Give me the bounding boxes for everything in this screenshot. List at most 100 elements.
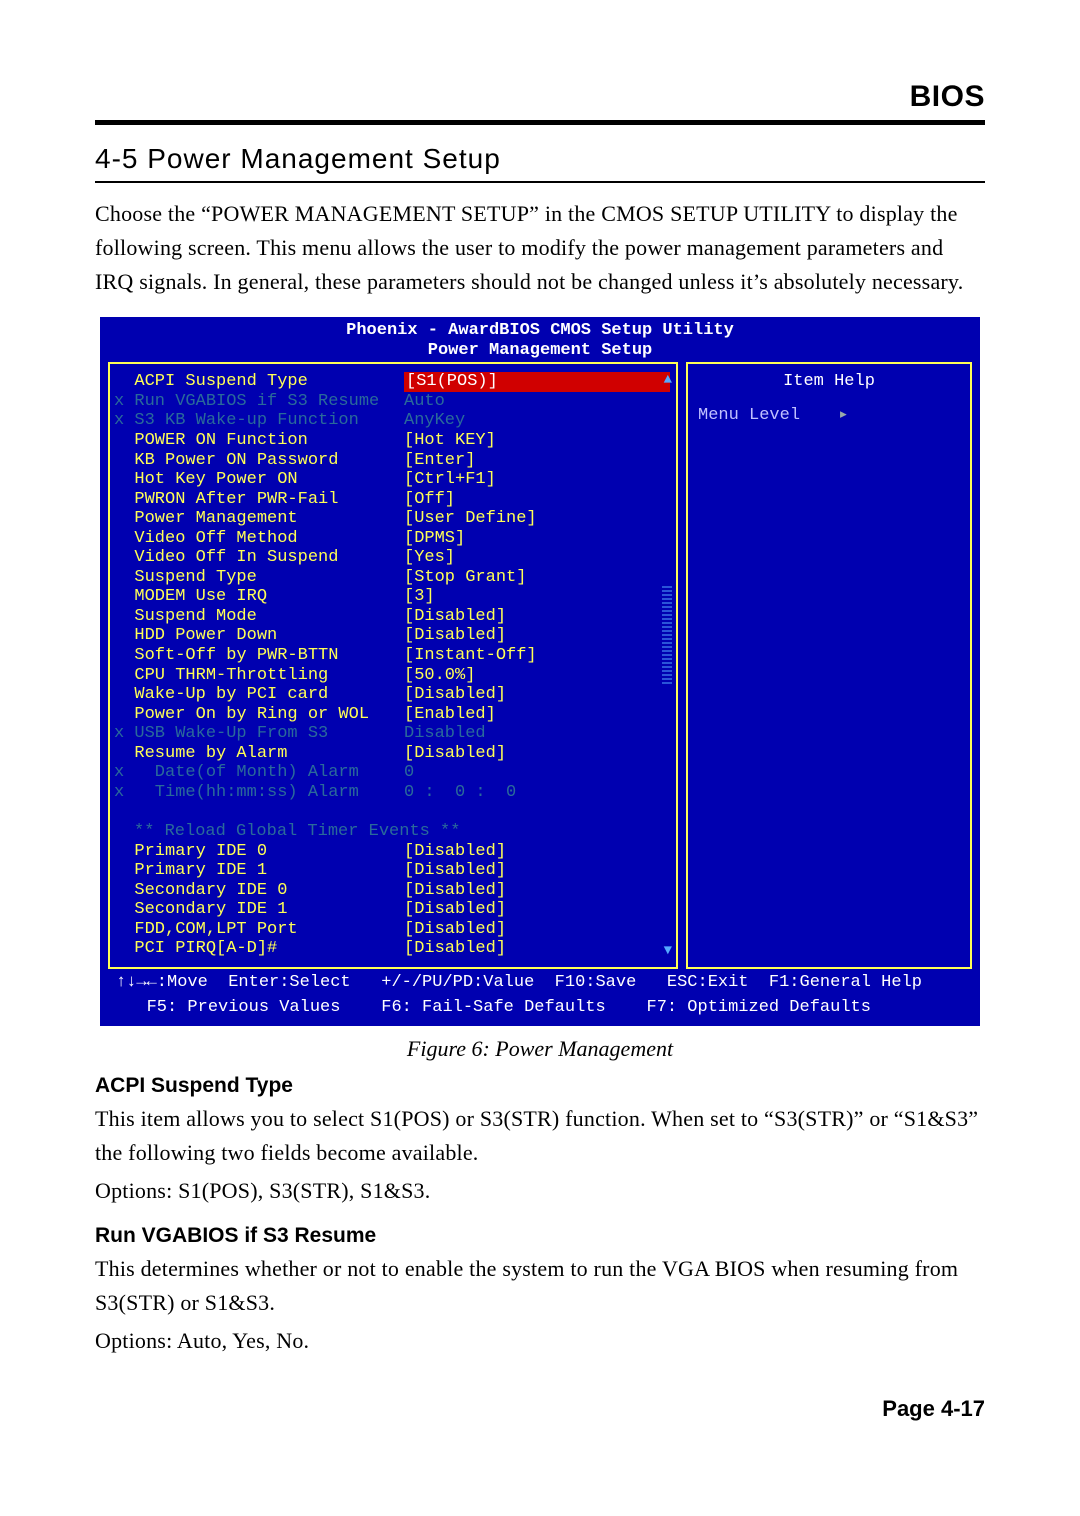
bios-row: HDD Power Down[Disabled] [114, 626, 670, 646]
bios-row-value: [Stop Grant] [404, 568, 670, 588]
bios-row-value: [Enabled] [404, 705, 670, 725]
section-title: 4-5 Power Management Setup [95, 143, 985, 175]
bios-row-value: [Disabled] [404, 881, 670, 901]
bios-row-label: ACPI Suspend Type [114, 372, 404, 392]
bios-row-label: Resume by Alarm [114, 744, 404, 764]
page: BIOS 4-5 Power Management Setup Choose t… [0, 0, 1080, 1462]
bios-row: Secondary IDE 1[Disabled] [114, 900, 670, 920]
bios-right-panel: Item Help Menu Level ▸ [686, 362, 972, 968]
bios-row-value: [Hot KEY] [404, 431, 670, 451]
bios-row-label: POWER ON Function [114, 431, 404, 451]
bios-row-value: AnyKey [404, 411, 670, 431]
bios-row-label: x Date(of Month) Alarm [114, 763, 404, 783]
bios-row-label: MODEM Use IRQ [114, 587, 404, 607]
bios-row: MODEM Use IRQ[3] [114, 587, 670, 607]
menu-level-arrow-icon: ▸ [838, 406, 848, 425]
scroll-down-icon: ▼ [664, 943, 672, 959]
bios-left-panel: ▲ ▼ ACPI Suspend Type[S1(POS)]x Run VGAB… [108, 362, 678, 968]
bios-row: FDD,COM,LPT Port[Disabled] [114, 920, 670, 940]
bios-screenshot: Phoenix - AwardBIOS CMOS Setup Utility P… [100, 317, 980, 1026]
intro-paragraph: Choose the “POWER MANAGEMENT SETUP” in t… [95, 197, 985, 299]
bios-row: Primary IDE 0[Disabled] [114, 842, 670, 862]
bios-row-value: [Disabled] [404, 626, 670, 646]
bios-row-label: Video Off Method [114, 529, 404, 549]
bios-row-value: [DPMS] [404, 529, 670, 549]
scroll-bar [662, 584, 672, 684]
bios-row: x S3 KB Wake-up FunctionAnyKey [114, 411, 670, 431]
bios-row: Suspend Type[Stop Grant] [114, 568, 670, 588]
page-number: Page 4-17 [882, 1396, 985, 1422]
bios-row-label: KB Power ON Password [114, 451, 404, 471]
bios-row: x Date(of Month) Alarm0 [114, 763, 670, 783]
bios-rows: ACPI Suspend Type[S1(POS)]x Run VGABIOS … [114, 372, 670, 802]
bios-row-value: [3] [404, 587, 670, 607]
figure-caption: Figure 6: Power Management [95, 1036, 985, 1062]
bios-row-label: HDD Power Down [114, 626, 404, 646]
bios-row-label: FDD,COM,LPT Port [114, 920, 404, 940]
page-footer: Page 4-17 [95, 1396, 985, 1422]
bios-row: PCI PIRQ[A-D]#[Disabled] [114, 939, 670, 959]
bios-row: KB Power ON Password[Enter] [114, 451, 670, 471]
vgabios-body: This determines whether or not to enable… [95, 1252, 985, 1320]
bios-row: Secondary IDE 0[Disabled] [114, 881, 670, 901]
bios-row-label: x Time(hh:mm:ss) Alarm [114, 783, 404, 803]
vgabios-options: Options: Auto, Yes, No. [95, 1324, 985, 1358]
bios-row: Soft-Off by PWR-BTTN[Instant-Off] [114, 646, 670, 666]
bios-row-label: Primary IDE 1 [114, 861, 404, 881]
bios-blank-row [114, 802, 670, 822]
bios-row-label: Soft-Off by PWR-BTTN [114, 646, 404, 666]
bios-row: Suspend Mode[Disabled] [114, 607, 670, 627]
acpi-block: ACPI Suspend Type This item allows you t… [95, 1074, 985, 1208]
bios-title-1: Phoenix - AwardBIOS CMOS Setup Utility [102, 319, 978, 341]
bios-row-label: Suspend Type [114, 568, 404, 588]
bios-row-value: [Disabled] [404, 900, 670, 920]
bios-row-value: [Ctrl+F1] [404, 470, 670, 490]
bios-row-value: [User Define] [404, 509, 670, 529]
vgabios-block: Run VGABIOS if S3 Resume This determines… [95, 1224, 985, 1358]
bios-row: Resume by Alarm[Disabled] [114, 744, 670, 764]
bios-row-value: [Disabled] [404, 920, 670, 940]
bios-row: CPU THRM-Throttling[50.0%] [114, 666, 670, 686]
bios-row: PWRON After PWR-Fail[Off] [114, 490, 670, 510]
bios-row-label: Secondary IDE 0 [114, 881, 404, 901]
bios-row-value: [Disabled] [404, 607, 670, 627]
bios-row-label: PWRON After PWR-Fail [114, 490, 404, 510]
vgabios-heading: Run VGABIOS if S3 Resume [95, 1224, 985, 1248]
bios-row: x USB Wake-Up From S3Disabled [114, 724, 670, 744]
bios-row-label: x USB Wake-Up From S3 [114, 724, 404, 744]
bios-row: x Time(hh:mm:ss) Alarm0 : 0 : 0 [114, 783, 670, 803]
bios-row-value: [Yes] [404, 548, 670, 568]
header-rule [95, 120, 985, 125]
bios-row: Wake-Up by PCI card[Disabled] [114, 685, 670, 705]
bios-row-value: [Enter] [404, 451, 670, 471]
bios-row-value: 0 [404, 763, 670, 783]
acpi-options: Options: S1(POS), S3(STR), S1&S3. [95, 1174, 985, 1208]
bios-row: Power Management[User Define] [114, 509, 670, 529]
bios-row-label: Wake-Up by PCI card [114, 685, 404, 705]
section-rule [95, 181, 985, 183]
bios-row-label: PCI PIRQ[A-D]# [114, 939, 404, 959]
bios-row-value: [Disabled] [404, 939, 670, 959]
bios-row: ACPI Suspend Type[S1(POS)] [114, 372, 670, 392]
bios-row-label: Suspend Mode [114, 607, 404, 627]
menu-level-label: Menu Level [698, 406, 800, 425]
bios-section-header: ** Reload Global Timer Events ** [114, 822, 670, 842]
bios-row-value: 0 : 0 : 0 [404, 783, 670, 803]
bios-row-label: CPU THRM-Throttling [114, 666, 404, 686]
bios-row-value: [Off] [404, 490, 670, 510]
bios-row-label: x S3 KB Wake-up Function [114, 411, 404, 431]
bios-body: ▲ ▼ ACPI Suspend Type[S1(POS)]x Run VGAB… [102, 362, 978, 968]
bios-row: Video Off In Suspend[Yes] [114, 548, 670, 568]
bios-row-label: Video Off In Suspend [114, 548, 404, 568]
acpi-heading: ACPI Suspend Type [95, 1074, 985, 1098]
bios-legend-1: ↑↓→←:Move Enter:Select +/-/PU/PD:Value F… [102, 969, 978, 995]
bios-row-label: Hot Key Power ON [114, 470, 404, 490]
bios-rows2: Primary IDE 0[Disabled] Primary IDE 1[Di… [114, 842, 670, 959]
bios-row-value: [Instant-Off] [404, 646, 670, 666]
header-row: BIOS [95, 80, 985, 114]
bios-row-value: Auto [404, 392, 670, 412]
header-bios: BIOS [910, 80, 985, 114]
bios-row-value: [Disabled] [404, 744, 670, 764]
bios-legend-2: F5: Previous Values F6: Fail-Safe Defaul… [102, 994, 978, 1020]
bios-row: Video Off Method[DPMS] [114, 529, 670, 549]
